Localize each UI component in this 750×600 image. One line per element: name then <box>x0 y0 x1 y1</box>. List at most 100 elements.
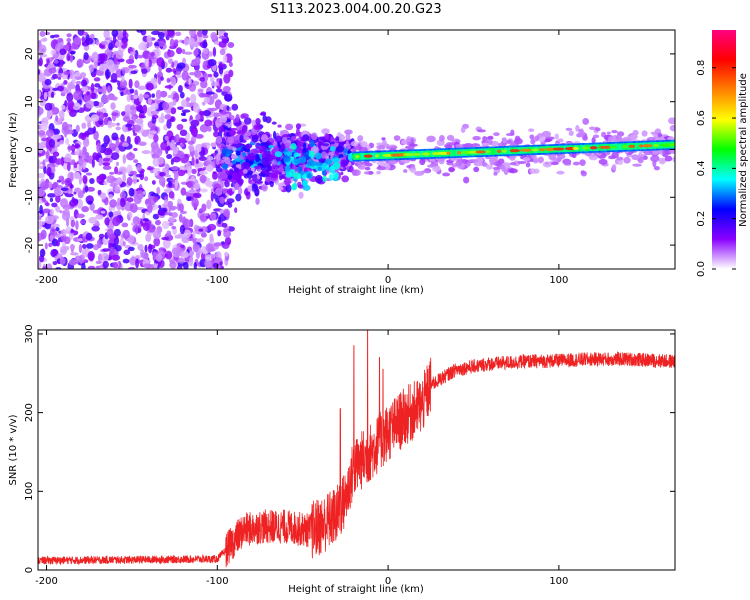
spectrogram-noise-cell <box>112 261 119 269</box>
spectrogram-tone-halo <box>575 124 580 132</box>
colorbar-tick-label: 0.2 <box>696 211 707 227</box>
spectrogram-noise-cell <box>59 198 69 208</box>
snr-x-ticks: -200 -100 0 100 <box>35 330 568 587</box>
spectrogram-noise-cell <box>84 151 90 158</box>
spectrogram-noise-cell <box>134 254 142 259</box>
spectrogram-noise-cell <box>176 123 184 131</box>
spectrogram-noise-cell <box>79 149 83 157</box>
spectrogram-tone-halo <box>430 162 439 167</box>
spectrogram-noise-cell <box>102 260 109 269</box>
spectrogram-noise-cell <box>122 241 126 247</box>
spectrogram-onset-cell <box>239 134 244 143</box>
spectrogram-tone-halo <box>501 164 506 172</box>
spectrogram-noise-cell <box>146 107 153 117</box>
spectrogram-tone-halo <box>616 159 624 165</box>
spectrogram-noise-cell <box>213 112 220 118</box>
spectrogram-noise-cell <box>196 30 203 37</box>
spectrogram-noise-cell <box>89 92 97 100</box>
spectrogram-tone-halo <box>385 145 391 150</box>
spectrogram-tone-halo <box>448 167 456 172</box>
spectrogram-onset-cell <box>221 147 227 157</box>
spectrogram-noise-cell <box>39 204 43 215</box>
spectrogram-onset-cell <box>255 118 261 125</box>
spectrogram-tone-peak <box>628 144 636 148</box>
spectrogram-noise-cell <box>186 195 192 202</box>
spectrogram-onset-cell <box>269 180 274 188</box>
spectrogram-noise-cell <box>205 164 214 172</box>
spectrogram-noise-cell <box>111 30 119 37</box>
spectrogram-noise-cell <box>87 251 95 261</box>
spectrogram-tone-halo <box>611 130 618 134</box>
spectrogram-noise-cell <box>38 69 41 75</box>
spectrogram-noise-cell <box>171 166 179 171</box>
spectrogram-noise-cell <box>48 62 55 69</box>
snr-y-tick-label: 200 <box>24 403 35 422</box>
spectrogram-tone-peak <box>446 151 451 155</box>
spectrogram-onset-peak <box>293 152 300 158</box>
spectrogram-tone-halo <box>376 142 384 146</box>
spectrogram-onset-cell <box>274 151 283 158</box>
spectrogram-noise-cell <box>55 226 60 232</box>
spectrogram-onset-cell <box>329 151 334 157</box>
spectrogram-noise-cell <box>98 233 105 239</box>
spectrogram-noise-cell <box>66 53 71 62</box>
spectrogram-noise-cell <box>151 144 161 154</box>
spectrogram-noise-cell <box>44 102 53 111</box>
spectrogram-noise-cell <box>139 110 144 114</box>
spectrogram-noise-cell <box>96 239 102 249</box>
snr-y-ticks: 0 100 200 300 <box>24 324 675 573</box>
spectrogram-y-ticks: -20 -10 0 10 20 <box>24 48 675 253</box>
colorbar: 0.0 0.2 0.4 0.6 0.8 Normalized spectral ampl… <box>696 30 749 277</box>
spectrogram-noise-cell <box>47 193 57 198</box>
spectrogram-onset-cell <box>231 187 236 192</box>
spectrogram-noise-cell <box>87 200 93 205</box>
spectrogram-noise-cell <box>122 172 127 183</box>
spectrogram-onset-cell <box>245 143 250 150</box>
spectrogram-noise-cell <box>212 46 217 57</box>
spectrogram-noise-cell <box>181 109 191 113</box>
spectrogram-tone-halo <box>462 144 471 149</box>
spectrogram-noise-cell <box>65 138 70 145</box>
spectrogram-tone-halo <box>669 124 675 132</box>
spectrogram-onset-peak <box>324 158 333 165</box>
spectrogram-noise-cell <box>77 238 84 242</box>
spectrogram-noise-cell <box>110 152 120 161</box>
spectrogram-tone-halo <box>608 136 613 143</box>
spectrogram-noise-cell <box>133 94 138 100</box>
spectrogram-tone-halo <box>360 141 368 148</box>
spectrogram-tone-halo <box>455 159 463 167</box>
spectrogram-noise-cell <box>153 134 159 143</box>
spectrogram-onset-cell <box>320 151 327 159</box>
colorbar-tick-label: 0.8 <box>696 60 707 76</box>
colorbar-gradient <box>712 30 736 269</box>
spectrogram-noise-cell <box>168 58 173 64</box>
spectrogram-noise-cell <box>164 30 168 37</box>
spectrogram-noise-cell <box>81 122 87 129</box>
spectrogram-noise-cell <box>150 51 155 57</box>
spectrogram-noise-cell <box>195 158 199 165</box>
spectrogram-tone-halo <box>364 166 371 171</box>
spectrogram-noise-cell <box>74 255 83 263</box>
spectrogram-onset-cell <box>233 144 242 148</box>
spectrogram-onset-cell <box>237 186 243 196</box>
spectrogram-onset-peak <box>284 165 291 172</box>
spectrogram-onset-cell <box>271 121 277 125</box>
spectrogram-onset-cell <box>348 165 354 173</box>
spectrogram-noise-cell <box>89 202 95 211</box>
spectrogram-onset-cell <box>219 172 228 180</box>
spectrogram-onset-cell <box>219 196 226 204</box>
spectrogram-onset-cell <box>340 159 347 168</box>
spectrogram-noise-cell <box>83 31 88 36</box>
spectrogram-noise-cell <box>100 210 106 214</box>
spectrogram-onset-cell <box>262 115 267 123</box>
spectrogram-noise-cell <box>223 32 229 37</box>
spectrogram-noise-cell <box>127 127 133 131</box>
spectrogram-tone-halo <box>382 140 387 145</box>
spectrogram-onset-peak <box>302 179 308 187</box>
spectrogram-noise-cell <box>213 242 223 247</box>
spectrogram-noise-cell <box>101 94 110 104</box>
spectrogram-noise-cell <box>65 129 74 135</box>
spectrogram-onset-cell <box>232 118 240 123</box>
spectrogram-noise-cell <box>129 51 136 56</box>
spectrogram-onset-cell <box>235 163 242 168</box>
